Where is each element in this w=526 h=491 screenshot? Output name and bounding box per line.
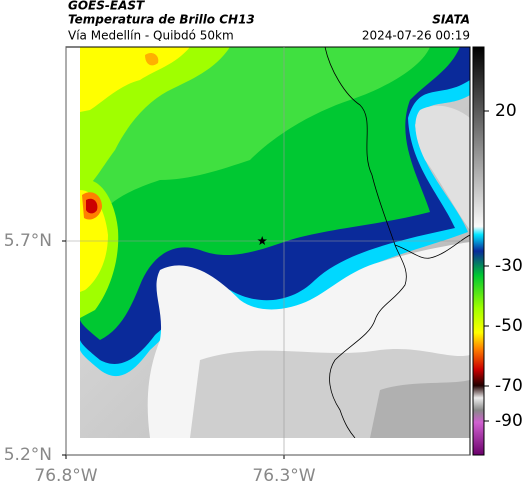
colorbar-tick-label: -90 — [495, 411, 523, 431]
satellite-image — [80, 47, 470, 438]
lon-tick-label: 76.8°W — [34, 466, 97, 486]
colorbar-tick-label: 20 — [495, 101, 517, 121]
location-marker — [257, 236, 267, 245]
subtitle: Vía Medellín - Quibdó 50km — [68, 29, 234, 43]
source: SIATA — [432, 13, 470, 27]
title: Temperatura de Brillo CH13 — [68, 13, 255, 27]
timestamp: 2024-07-26 00:19 — [362, 29, 470, 43]
satellite: GOES-EAST — [68, 0, 145, 13]
lon-tick-label: 76.3°W — [252, 466, 315, 486]
lat-tick-label: 5.7°N — [4, 231, 52, 251]
lat-tick-label: 5.2°N — [4, 445, 52, 465]
colorbar — [472, 46, 485, 456]
colorbar-tick-label: -70 — [495, 376, 523, 396]
colorbar-tick-label: -30 — [495, 256, 523, 276]
colorbar-tick-label: -50 — [495, 316, 523, 336]
